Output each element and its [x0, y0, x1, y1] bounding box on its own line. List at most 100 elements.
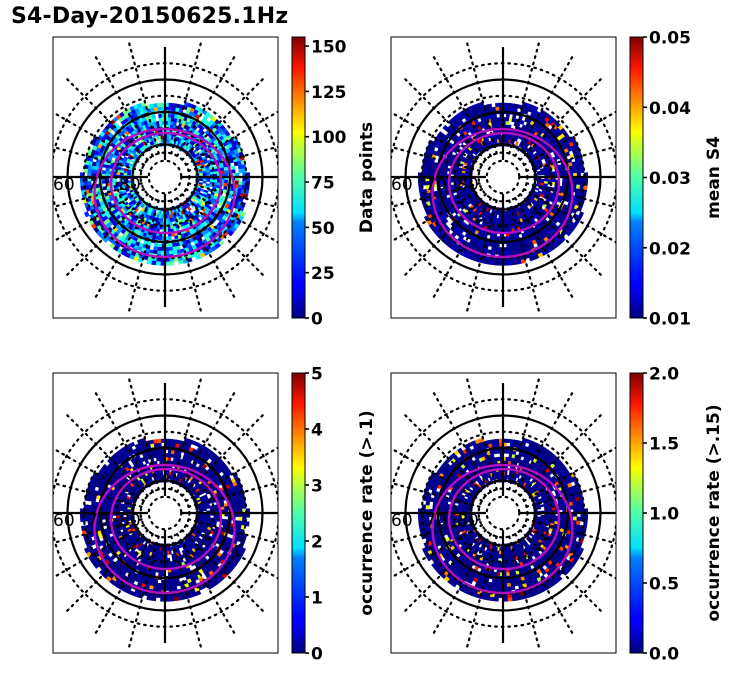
heatmap-cell: [537, 172, 542, 176]
heatmap-cell: [178, 259, 184, 265]
heatmap-cell: [169, 597, 175, 602]
heatmap-cell: [90, 169, 96, 174]
heatmap-cell: [167, 449, 172, 454]
heatmap-cell: [505, 236, 510, 241]
dotted-meridian: [514, 54, 575, 157]
heatmap-cell: [568, 165, 574, 171]
latitude-label-80: 80: [119, 175, 141, 195]
heatmap-cell: [101, 506, 106, 511]
heatmap-cell: [493, 117, 498, 122]
plot-area: 60 70 80: [391, 40, 616, 314]
heatmap-cell: [565, 230, 573, 237]
auroral-oval-inner: [447, 131, 561, 235]
latitude-label-60: 60: [53, 511, 75, 531]
heatmap-cell: [168, 438, 173, 444]
heatmap-cell: [123, 168, 128, 172]
heatmap-cell: [506, 106, 511, 111]
colorbar-gradient: [291, 372, 306, 654]
dotted-meridian: [187, 182, 278, 209]
heatmap-cell: [234, 180, 240, 185]
heatmap-cell: [168, 442, 173, 447]
heatmap-cell: [153, 439, 158, 444]
heatmap-cell: [562, 170, 567, 175]
heatmap-cell: [158, 117, 163, 122]
figure-title: S4-Day-20150625.1Hz: [11, 4, 289, 29]
heatmap-cell: [101, 170, 106, 175]
heatmap-cell: [167, 113, 172, 118]
heatmap-cell: [205, 505, 211, 509]
heatmap-cell: [171, 242, 177, 248]
dotted-meridian: [402, 193, 487, 278]
plot-area: 60 70 80: [53, 40, 278, 314]
heatmap-cell: [109, 242, 116, 249]
heatmap-cell: [168, 106, 173, 111]
heatmap-cell: [238, 516, 243, 522]
heatmap-cell: [171, 571, 176, 577]
heatmap-cell: [156, 586, 162, 591]
heatmap-cell: [166, 218, 170, 223]
dotted-meridian: [64, 193, 149, 278]
dotted-meridian: [391, 182, 481, 209]
latitude-label-60: 60: [53, 175, 75, 195]
heatmap-cell: [238, 504, 243, 510]
heatmap-cell: [87, 168, 92, 174]
heatmap-cell: [506, 246, 511, 252]
heatmap-cell: [120, 167, 125, 171]
dotted-meridian: [519, 193, 604, 278]
colorbar-tick-label: 2: [311, 533, 323, 553]
heatmap-cell: [178, 595, 184, 601]
colorbar-tick-label: 1: [311, 589, 323, 609]
heatmap-cell: [155, 261, 161, 266]
heatmap-cell: [450, 179, 455, 183]
dotted-latitude-circle: [147, 159, 183, 195]
heatmap-cell: [488, 260, 495, 266]
heatmap-cell: [558, 167, 563, 172]
heatmap-cell: [505, 113, 510, 118]
dotted-meridian: [181, 193, 266, 278]
colorbar-gradient: [629, 36, 644, 319]
heatmap-cell: [492, 113, 497, 119]
heatmap-cell: [220, 167, 225, 172]
heatmap-cell: [120, 503, 125, 507]
heatmap-cell: [157, 246, 162, 252]
heatmap-cell: [158, 449, 163, 454]
heatmap-cell: [494, 250, 500, 255]
latitude-label-70: 70: [425, 175, 447, 195]
auroral-oval-outer: [431, 127, 574, 259]
dotted-meridian: [465, 199, 498, 314]
axes-frame: [52, 36, 279, 319]
dotted-meridian: [402, 76, 487, 161]
heatmap-cell: [505, 120, 510, 126]
heatmap-cell: [156, 210, 160, 215]
dotted-meridian: [127, 199, 160, 314]
heatmap-cell: [495, 246, 500, 252]
heatmap-cell: [168, 243, 173, 248]
dotted-meridian: [391, 145, 481, 172]
heatmap-cell: [206, 178, 211, 182]
latitude-label-70: 70: [87, 175, 109, 195]
colorbar-label: Data points: [357, 122, 377, 233]
heatmap-cell: [572, 169, 578, 174]
heatmap-cell: [227, 230, 235, 237]
heatmap-cell: [168, 582, 173, 588]
heatmap-cell: [171, 578, 177, 584]
heatmap-cell: [498, 214, 502, 219]
heatmap-cell: [428, 169, 434, 174]
heatmap-cell: [528, 255, 535, 262]
dotted-meridian: [53, 182, 143, 209]
latitude-label-60: 60: [391, 175, 413, 195]
colorbar-label: occurrence rate (>.1): [357, 410, 377, 615]
dotted-meridian: [170, 199, 203, 314]
heatmap-cell: [158, 572, 163, 577]
dotted-meridian: [391, 188, 483, 243]
heatmap-cell: [230, 165, 236, 171]
dotted-meridian: [53, 188, 145, 243]
heatmap-cell: [504, 218, 508, 223]
colorbar-tick-label: 0: [311, 645, 323, 665]
colorbar-tick-label: 5: [311, 365, 323, 385]
plot-area: 60 70 80: [391, 376, 616, 650]
dotted-meridian: [93, 197, 154, 300]
